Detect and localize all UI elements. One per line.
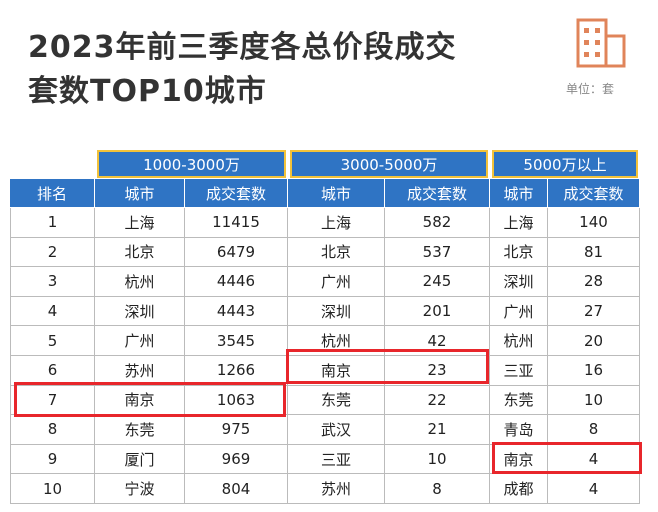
table-cell: 42 xyxy=(385,326,490,356)
table-cell: 三亚 xyxy=(490,356,548,386)
group-header: 1000-3000万 xyxy=(97,150,286,178)
table-cell: 4 xyxy=(548,474,640,504)
table-cell: 27 xyxy=(548,296,640,327)
table-cell: 南京 xyxy=(288,356,385,386)
table-cell: 北京 xyxy=(288,237,385,268)
title-line: 套数TOP10城市 xyxy=(28,74,267,109)
table-cell: 23 xyxy=(385,356,490,386)
table-cell: 苏州 xyxy=(288,474,385,504)
table-cell: 杭州 xyxy=(95,267,185,297)
table-cell: 9 xyxy=(10,444,95,475)
table-cell: 北京 xyxy=(490,237,548,268)
table-cell: 青岛 xyxy=(490,415,548,445)
table-cell: 5 xyxy=(10,326,95,356)
table-cell: 245 xyxy=(385,267,490,297)
table-cell: 广州 xyxy=(288,267,385,297)
table-cell: 28 xyxy=(548,267,640,297)
table-cell: 北京 xyxy=(95,237,185,268)
building-icon xyxy=(576,18,626,68)
table-cell: 8 xyxy=(385,474,490,504)
table-cell: 22 xyxy=(385,385,490,416)
table-cell: 10 xyxy=(10,474,95,504)
table-cell: 东莞 xyxy=(288,385,385,416)
table-cell: 537 xyxy=(385,237,490,268)
column-header: 城市 xyxy=(490,179,548,208)
column-header: 成交套数 xyxy=(548,179,640,208)
column-header: 成交套数 xyxy=(385,179,490,208)
table-cell: 广州 xyxy=(95,326,185,356)
table-cell: 宁波 xyxy=(95,474,185,504)
title-line: 2023年前三季度各总价段成交 xyxy=(28,30,457,65)
table-cell: 8 xyxy=(548,415,640,445)
table-cell: 8 xyxy=(10,415,95,445)
table-cell: 81 xyxy=(548,237,640,268)
table-cell: 10 xyxy=(385,444,490,475)
table-cell: 杭州 xyxy=(490,326,548,356)
table-cell: 4446 xyxy=(185,267,288,297)
unit-label: 单位：套 xyxy=(566,82,615,96)
column-header: 城市 xyxy=(288,179,385,208)
table-cell: 广州 xyxy=(490,296,548,327)
column-header: 排名 xyxy=(10,179,95,208)
table-cell: 20 xyxy=(548,326,640,356)
column-header: 成交套数 xyxy=(185,179,288,208)
table-cell: 深圳 xyxy=(288,296,385,327)
table-cell: 深圳 xyxy=(95,296,185,327)
table-cell: 6479 xyxy=(185,237,288,268)
highlight-box xyxy=(492,442,642,474)
table-cell: 深圳 xyxy=(490,267,548,297)
table-cell: 东莞 xyxy=(490,385,548,416)
table-cell: 201 xyxy=(385,296,490,327)
highlight-box xyxy=(286,349,489,384)
table-cell: 16 xyxy=(548,356,640,386)
table-cell: 苏州 xyxy=(95,356,185,386)
highlight-box xyxy=(14,382,286,417)
table-cell: 11415 xyxy=(185,208,288,238)
group-header: 3000-5000万 xyxy=(290,150,488,178)
table-cell: 6 xyxy=(10,356,95,386)
table-cell: 武汉 xyxy=(288,415,385,445)
table-cell: 成都 xyxy=(490,474,548,504)
column-header: 城市 xyxy=(95,179,185,208)
table-cell: 4443 xyxy=(185,296,288,327)
table-cell: 1 xyxy=(10,208,95,238)
table-cell: 140 xyxy=(548,208,640,238)
table-cell: 2 xyxy=(10,237,95,268)
group-header: 5000万以上 xyxy=(492,150,638,178)
table-cell: 4 xyxy=(10,296,95,327)
table-cell: 804 xyxy=(185,474,288,504)
table-cell: 上海 xyxy=(490,208,548,238)
table-cell: 10 xyxy=(548,385,640,416)
table-cell: 厦门 xyxy=(95,444,185,475)
table-cell: 3545 xyxy=(185,326,288,356)
table-cell: 582 xyxy=(385,208,490,238)
table-cell: 975 xyxy=(185,415,288,445)
table-cell: 21 xyxy=(385,415,490,445)
table-cell: 杭州 xyxy=(288,326,385,356)
table-cell: 上海 xyxy=(95,208,185,238)
table-cell: 东莞 xyxy=(95,415,185,445)
table-cell: 969 xyxy=(185,444,288,475)
table-cell: 上海 xyxy=(288,208,385,238)
table-cell: 3 xyxy=(10,267,95,297)
table-cell: 三亚 xyxy=(288,444,385,475)
